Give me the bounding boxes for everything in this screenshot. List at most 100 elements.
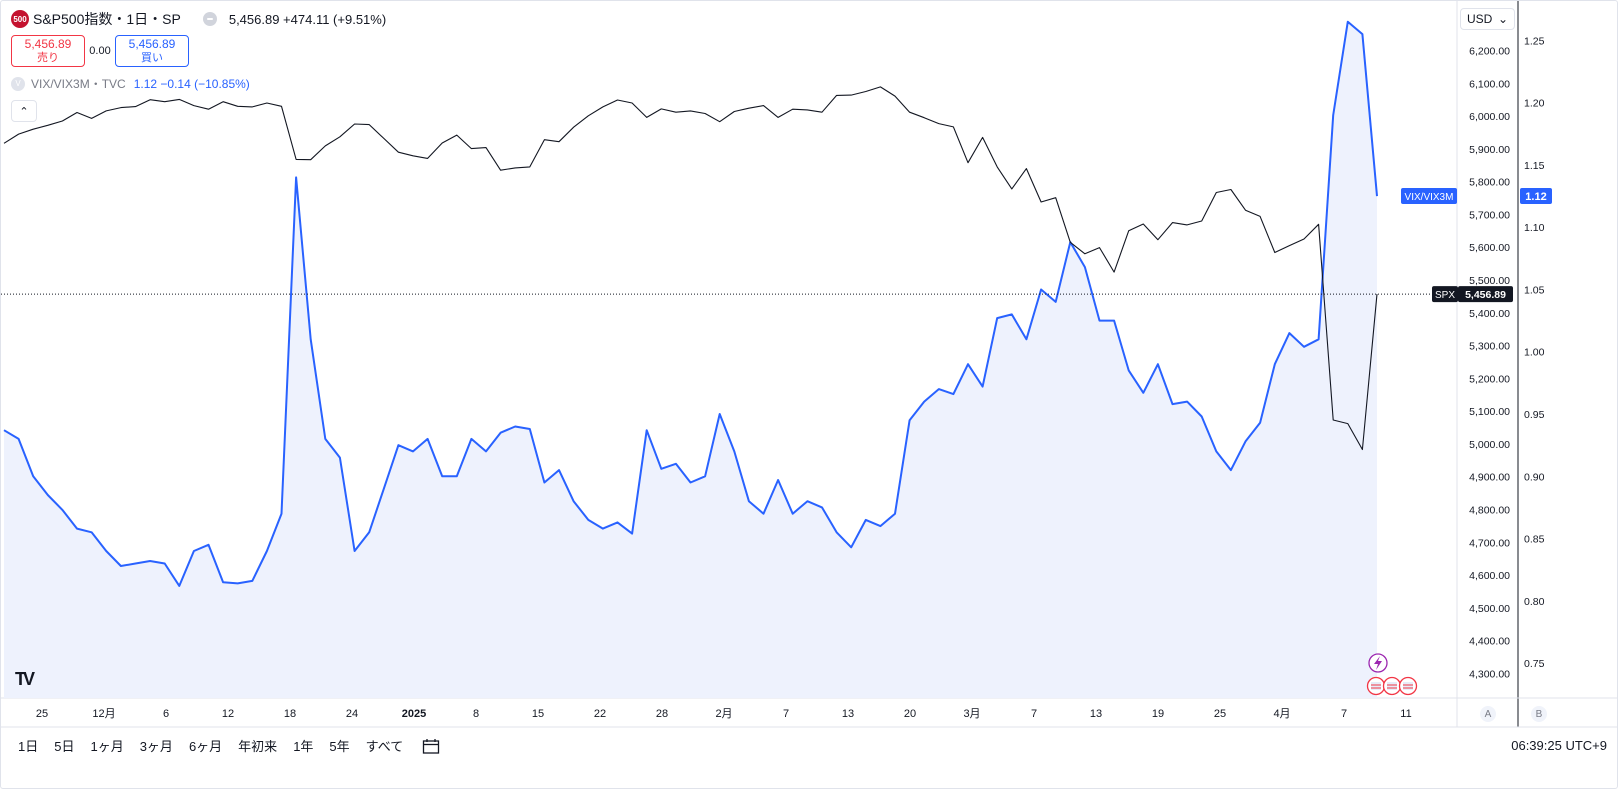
us-flag-field: [1403, 682, 1413, 690]
spx-price-tag: 5,456.89: [1465, 289, 1506, 301]
vix-area: [4, 21, 1377, 698]
spx-axis-tick: 4,700.00: [1469, 537, 1510, 549]
x-axis-tick: 28: [656, 708, 668, 720]
range-1y[interactable]: 1年: [293, 739, 314, 754]
vix-name-tag-bg: [1401, 188, 1457, 205]
buy-button[interactable]: 5,456.89 買い: [115, 35, 189, 67]
spx-axis-tick: 5,400.00: [1469, 308, 1510, 320]
range-all[interactable]: すべて: [365, 739, 404, 754]
spx-axis-tick: 4,900.00: [1469, 472, 1510, 484]
ohlc-values: 5,456.89 +474.11 (+9.51%): [228, 11, 387, 27]
buy-label: 買い: [141, 52, 163, 64]
currency-selector[interactable]: USD ⌄: [1460, 8, 1515, 30]
us-flag-field: [1371, 682, 1381, 690]
vix-badge: V: [11, 76, 25, 91]
x-axis-tick: 25: [1214, 708, 1226, 720]
x-axis-tick: 13: [1090, 708, 1102, 720]
range-5y[interactable]: 5年: [329, 739, 350, 754]
spx-axis-tick: 5,900.00: [1469, 144, 1510, 156]
range-1d[interactable]: 1日: [18, 739, 39, 754]
x-axis-tick: 25: [36, 708, 48, 720]
spx-axis-tick: 5,700.00: [1469, 209, 1510, 221]
vix-axis-tick: 0.90: [1524, 471, 1545, 483]
symbol-title[interactable]: S&P500指数・1日・SP: [33, 11, 181, 27]
x-axis-tick: 7: [1341, 708, 1347, 720]
x-axis-tick: 8: [473, 708, 479, 720]
range-3m[interactable]: 3ヶ月: [139, 739, 173, 754]
spx-axis-tick: 5,000.00: [1469, 439, 1510, 451]
spx-axis-tick: 5,800.00: [1469, 177, 1510, 189]
x-axis-tick: 4月: [1273, 708, 1290, 720]
x-axis-tick: 3月: [963, 708, 980, 720]
x-axis-tick: 20: [904, 708, 916, 720]
vix-axis-tick: 1.05: [1524, 284, 1545, 296]
spx-axis-tick: 5,600.00: [1469, 242, 1510, 254]
x-axis-tick: 22: [594, 708, 606, 720]
spx-axis-tick: 4,600.00: [1469, 570, 1510, 582]
vix-price-tag: 1.12: [1525, 191, 1546, 203]
vix-axis-tick: 0.80: [1524, 596, 1545, 608]
vix-axis-tick: 1.00: [1524, 347, 1545, 359]
spx-axis-tick: 6,000.00: [1469, 111, 1510, 123]
legend: 500 S&P500指数・1日・SP 5,456.89 +474.11 (+9.…: [11, 9, 386, 122]
overlay-values: 1.12 −0.14 (−10.85%): [133, 76, 250, 91]
x-axis-tick: 13: [842, 708, 854, 720]
range-ytd[interactable]: 年初来: [238, 739, 278, 754]
sell-button[interactable]: 5,456.89 売り: [11, 35, 85, 67]
spx-axis-tick: 4,300.00: [1469, 668, 1510, 680]
vix-axis-tick: 1.15: [1524, 160, 1545, 172]
vix-axis-tick: 0.75: [1524, 658, 1545, 670]
spx-axis-tick: 6,100.00: [1469, 78, 1510, 90]
spx-price-tag-bg: [1458, 286, 1513, 303]
spx-axis-tick: 4,400.00: [1469, 636, 1510, 648]
spread-value: 0.00: [89, 45, 111, 57]
eye-icon[interactable]: [202, 12, 217, 26]
vix-axis-tick: 1.10: [1524, 222, 1545, 234]
vix-name-tag: VIX/VIX3M: [1405, 192, 1454, 203]
currency-label: USD: [1467, 12, 1493, 26]
chevron-down-icon: ⌄: [1497, 12, 1508, 26]
x-axis-tick: 7: [783, 708, 789, 720]
x-axis-tick: 7: [1031, 708, 1037, 720]
x-axis-tick: 18: [284, 708, 296, 720]
overlay-name[interactable]: VIX/VIX3M・TVC: [31, 77, 126, 91]
x-axis-tick: 24: [346, 708, 358, 720]
bottom-toolbar: 1日 5日 1ヶ月 3ヶ月 6ヶ月 年初来 1年 5年 すべて 06:39:25…: [1, 729, 1617, 762]
vix-axis-tick: 0.85: [1524, 534, 1545, 546]
spx-axis-tick: 4,800.00: [1469, 504, 1510, 516]
x-axis-tick: 19: [1152, 708, 1164, 720]
x-axis-tick: 6: [163, 708, 169, 720]
left-scale-button[interactable]: B: [1531, 706, 1547, 722]
x-axis-tick: 12: [222, 708, 234, 720]
x-axis-tick: 11: [1400, 708, 1411, 720]
spx-axis-tick: 5,300.00: [1469, 341, 1510, 353]
range-5d[interactable]: 5日: [54, 739, 75, 754]
x-axis-tick: 12月: [92, 708, 115, 720]
range-1m[interactable]: 1ヶ月: [90, 739, 124, 754]
collapse-legend-button[interactable]: ⌃: [11, 100, 37, 122]
sell-label: 売り: [37, 52, 59, 64]
us-flag-field: [1387, 682, 1397, 690]
range-6m[interactable]: 6ヶ月: [188, 739, 223, 754]
clock[interactable]: 06:39:25 UTC+9: [1511, 738, 1607, 753]
vix-axis-tick: 1.25: [1524, 35, 1545, 47]
spx-axis-tick: 5,100.00: [1469, 406, 1510, 418]
spx-axis-tick: 4,500.00: [1469, 603, 1510, 615]
spx-line: [3, 86, 1378, 451]
sp500-badge: 500: [11, 10, 29, 28]
spx-name-tag-bg: [1432, 286, 1458, 303]
buy-price: 5,456.89: [128, 37, 176, 51]
x-axis-tick: 2月: [715, 708, 732, 720]
vix-line: [3, 20, 1378, 587]
vix-price-tag-bg: [1520, 188, 1552, 205]
x-axis-tick: 2025: [402, 708, 426, 720]
sell-price: 5,456.89: [24, 37, 72, 51]
calendar-icon[interactable]: [422, 738, 440, 754]
auto-scale-button[interactable]: A: [1480, 706, 1496, 722]
lightning-glyph: [1374, 656, 1382, 670]
x-axis-tick: 15: [532, 708, 544, 720]
tradingview-logo-icon[interactable]: TV: [15, 669, 35, 689]
spx-name-tag: SPX: [1435, 290, 1455, 301]
